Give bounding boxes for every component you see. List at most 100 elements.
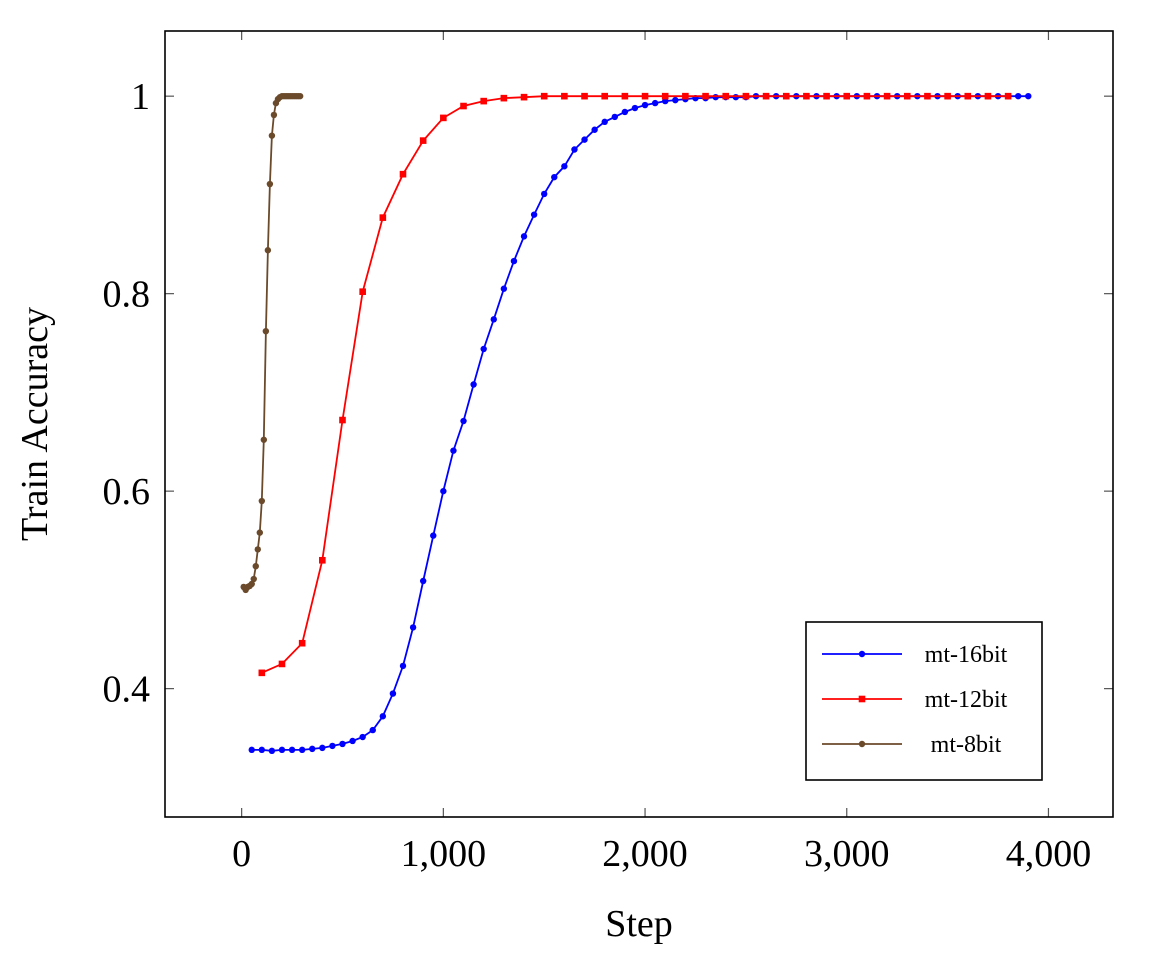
ticks-layer <box>165 31 1113 817</box>
data-point-mt-16bit <box>349 737 356 745</box>
data-point-mt-8bit <box>250 575 257 583</box>
data-point-mt-12bit <box>561 92 568 100</box>
data-point-mt-8bit <box>264 247 272 254</box>
data-point-mt-12bit <box>702 92 709 100</box>
legend-marker-mt-16bit <box>858 650 866 658</box>
data-point-mt-16bit <box>581 136 588 143</box>
data-point-mt-8bit <box>296 92 304 100</box>
data-point-mt-16bit <box>258 746 266 754</box>
legend-label-mt-8bit: mt-8bit <box>931 732 1002 758</box>
legend-marker-mt-8bit <box>858 740 866 748</box>
data-point-mt-16bit <box>712 93 719 101</box>
data-point-mt-16bit <box>611 113 618 121</box>
data-point-mt-12bit <box>621 92 629 100</box>
data-point-mt-12bit <box>581 92 588 100</box>
x-tick-label: 4,000 <box>1006 833 1092 875</box>
data-point-mt-8bit <box>268 132 276 139</box>
legend-label-mt-16bit: mt-16bit <box>925 642 1008 668</box>
data-point-mt-12bit <box>460 102 467 110</box>
data-point-mt-12bit <box>278 660 286 668</box>
data-point-mt-16bit <box>541 190 548 198</box>
data-point-mt-16bit <box>409 624 417 631</box>
data-point-mt-12bit <box>823 92 830 100</box>
data-point-mt-12bit <box>520 93 528 101</box>
x-tick-label: 2,000 <box>602 833 688 875</box>
data-point-mt-16bit <box>1015 92 1022 100</box>
series-line-mt-12bit <box>261 95 1009 674</box>
data-point-mt-16bit <box>470 381 477 388</box>
data-point-mt-16bit <box>248 746 255 754</box>
data-point-mt-12bit <box>258 669 266 677</box>
data-point-mt-8bit <box>248 580 255 588</box>
data-point-mt-12bit <box>399 170 407 178</box>
labels-layer: 0 1,000 2,000 3,000 4,000 0.4 0.6 0.8 1 <box>103 76 1092 875</box>
data-point-mt-16bit <box>430 532 437 539</box>
data-point-mt-12bit <box>742 92 750 100</box>
data-point-mt-16bit <box>268 747 276 755</box>
data-point-mt-16bit <box>440 487 447 495</box>
data-point-mt-16bit <box>369 726 376 734</box>
data-point-mt-12bit <box>641 92 649 100</box>
legend-entries: mt-16bit mt-12bit mt-8bit <box>822 642 1008 758</box>
data-point-mt-12bit <box>682 92 689 100</box>
data-point-mt-16bit <box>662 97 669 105</box>
data-point-mt-16bit <box>288 746 296 754</box>
data-point-mt-16bit <box>359 733 366 741</box>
data-point-mt-16bit <box>309 745 316 753</box>
data-point-mt-8bit <box>256 529 263 536</box>
data-point-mt-16bit <box>530 211 538 218</box>
data-point-mt-8bit <box>260 436 268 443</box>
data-point-mt-12bit <box>1004 92 1012 100</box>
data-point-mt-16bit <box>520 233 528 240</box>
plot-frame <box>164 30 1114 818</box>
data-point-mt-16bit <box>672 96 679 104</box>
data-point-mt-12bit <box>661 92 669 100</box>
x-tick-label: 3,000 <box>804 833 890 875</box>
data-point-mt-12bit <box>601 92 609 100</box>
data-point-mt-12bit <box>782 92 790 100</box>
data-point-mt-12bit <box>419 137 427 144</box>
data-point-mt-8bit <box>254 546 261 553</box>
data-point-mt-16bit <box>1025 92 1032 100</box>
data-point-mt-16bit <box>460 417 467 425</box>
data-point-mt-16bit <box>571 146 578 153</box>
data-point-mt-16bit <box>339 740 346 748</box>
data-point-mt-16bit <box>591 126 598 133</box>
data-point-mt-16bit <box>298 746 306 754</box>
data-point-mt-16bit <box>450 447 457 454</box>
data-point-mt-16bit <box>500 285 508 292</box>
x-tick-label: 1,000 <box>401 833 487 875</box>
data-point-mt-12bit <box>298 639 306 647</box>
data-point-mt-12bit <box>440 114 447 122</box>
data-point-mt-12bit <box>903 92 911 100</box>
data-point-mt-16bit <box>601 118 608 126</box>
data-point-mt-12bit <box>863 92 871 100</box>
x-tick-label: 0 <box>232 833 251 875</box>
data-point-mt-12bit <box>500 94 508 102</box>
data-point-mt-12bit <box>339 416 346 424</box>
data-point-mt-16bit <box>732 93 740 101</box>
data-point-mt-16bit <box>641 101 649 109</box>
data-point-mt-12bit <box>944 92 951 100</box>
data-point-mt-12bit <box>803 92 810 100</box>
data-point-mt-8bit <box>262 327 270 335</box>
y-tick-label: 1 <box>131 76 150 118</box>
y-axis-title: Train Accuracy <box>14 307 56 541</box>
data-point-mt-16bit <box>490 316 497 323</box>
data-point-mt-16bit <box>651 99 659 107</box>
data-point-mt-12bit <box>359 288 366 295</box>
data-point-mt-8bit <box>270 111 278 119</box>
y-tick-label: 0.8 <box>103 274 151 316</box>
data-point-mt-12bit <box>319 556 326 564</box>
data-point-mt-16bit <box>551 173 558 181</box>
data-point-mt-12bit <box>480 97 487 105</box>
data-point-mt-16bit <box>480 345 487 353</box>
data-point-mt-16bit <box>399 662 407 670</box>
data-point-mt-16bit <box>278 746 286 754</box>
data-point-mt-12bit <box>379 214 387 221</box>
data-point-mt-16bit <box>379 713 387 720</box>
y-tick-label: 0.4 <box>103 669 151 711</box>
legend-label-mt-12bit: mt-12bit <box>925 687 1008 713</box>
